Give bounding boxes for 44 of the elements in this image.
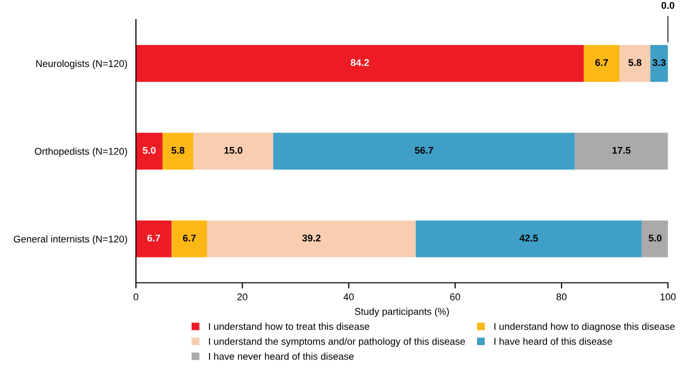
x-tick-label: 100 <box>660 293 676 300</box>
x-axis-title: Study participants (%) <box>354 308 449 317</box>
text: 39.2 <box>302 234 321 242</box>
bar <box>136 132 163 170</box>
bar <box>642 220 668 258</box>
legend-label: I have heard of this disease <box>494 338 612 345</box>
legend-label: I have never heard of this disease <box>209 352 354 360</box>
text: 17.5 <box>612 146 631 154</box>
bar <box>136 44 584 82</box>
bar <box>574 132 668 170</box>
x-tick-label: 80 <box>556 293 567 300</box>
text: 5.8 <box>172 146 184 154</box>
text: 5.0 <box>648 234 662 242</box>
text: 6.7 <box>595 59 608 66</box>
bar <box>650 44 668 82</box>
text: 6.7 <box>182 234 196 242</box>
text: 56.7 <box>414 146 434 154</box>
bar <box>193 132 274 170</box>
legend-label: I understand how to treat this disease <box>209 322 370 330</box>
bar <box>620 44 650 82</box>
text: 6.7 <box>147 234 160 242</box>
text: 0.0 <box>662 2 674 9</box>
text: 84.2 <box>350 59 369 66</box>
x-tick-label: 20 <box>237 293 248 300</box>
bar <box>416 220 642 258</box>
text: 42.5 <box>519 234 538 242</box>
y-tick-label: Orthopedists (N=120) <box>34 148 127 157</box>
text: 15.0 <box>224 146 242 154</box>
x-tick-label: 60 <box>450 293 460 300</box>
bar <box>273 132 575 170</box>
text: 3.3 <box>652 59 666 66</box>
text: 5.0 <box>142 146 156 154</box>
x-tick-label: 0 <box>134 293 138 300</box>
text: 5.8 <box>628 59 642 66</box>
y-tick-label: Neurologists (N=120) <box>36 60 127 69</box>
legend-label: I understand how to diagnose this disease <box>494 322 675 332</box>
bar <box>584 44 620 82</box>
bar <box>162 132 194 170</box>
legend-label: I understand the symptoms and/or pathology of this disease <box>209 338 465 347</box>
x-tick-label: 40 <box>344 293 354 300</box>
bar <box>172 220 208 258</box>
bar <box>136 220 172 258</box>
y-tick-label: General internists (N=120) <box>14 235 127 244</box>
bar <box>207 220 416 258</box>
